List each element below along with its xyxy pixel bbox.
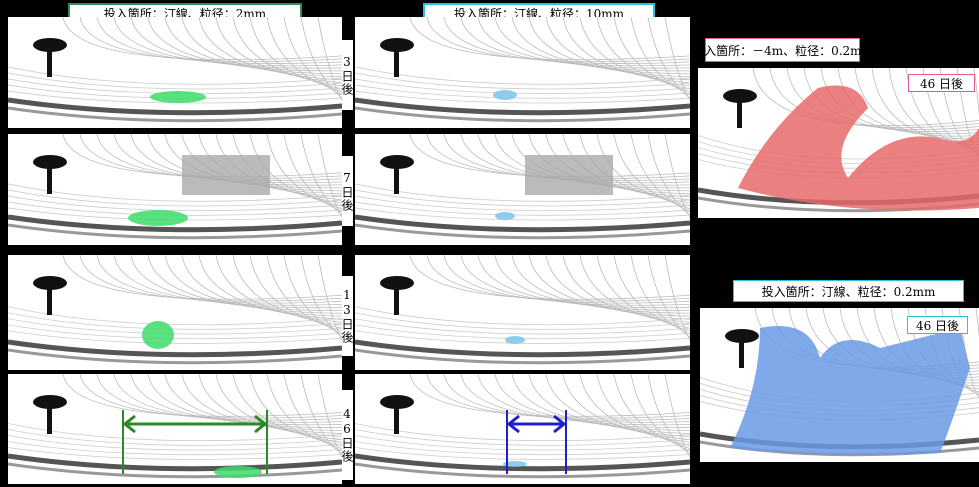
map-panel <box>8 17 342 128</box>
sediment <box>493 90 517 100</box>
map-panel <box>355 17 690 128</box>
map-panel <box>8 374 342 484</box>
sediment <box>142 321 174 349</box>
grid-area <box>182 155 270 195</box>
figure: 投入箇所：汀線、粒径：2mm 投入箇所：汀線、粒径：10mm 3日後 7日後 1… <box>0 0 979 487</box>
sediment <box>128 210 188 226</box>
pier <box>394 283 399 315</box>
panel-title: 投入箇所：－4m、粒径：0.2mm <box>705 38 860 62</box>
pier <box>47 402 52 434</box>
map-panel <box>8 134 342 245</box>
pier <box>47 45 52 77</box>
sediment <box>150 91 206 103</box>
pier <box>47 162 52 194</box>
pier <box>739 336 744 368</box>
day-label: 46 日後 <box>908 74 975 92</box>
pier <box>394 162 399 194</box>
day-label: 46 日後 <box>907 316 968 334</box>
row-label: 7日後 <box>342 156 353 226</box>
pier <box>394 45 399 77</box>
row-label: 3日後 <box>342 40 353 110</box>
map-panel <box>355 374 690 484</box>
pier <box>394 402 399 434</box>
map-panel <box>355 134 690 245</box>
grid-area <box>525 155 613 195</box>
pier <box>737 96 742 128</box>
sediment <box>495 212 515 220</box>
sediment <box>214 466 262 478</box>
row-label: 13日後 <box>342 276 353 356</box>
sediment <box>730 326 970 455</box>
pier <box>47 283 52 315</box>
panel-title: 投入箇所：汀線、粒径：0.2mm <box>733 280 964 302</box>
row-label: 46日後 <box>342 390 353 480</box>
map-panel <box>355 255 690 370</box>
map-panel <box>8 255 342 370</box>
sediment <box>505 336 525 344</box>
